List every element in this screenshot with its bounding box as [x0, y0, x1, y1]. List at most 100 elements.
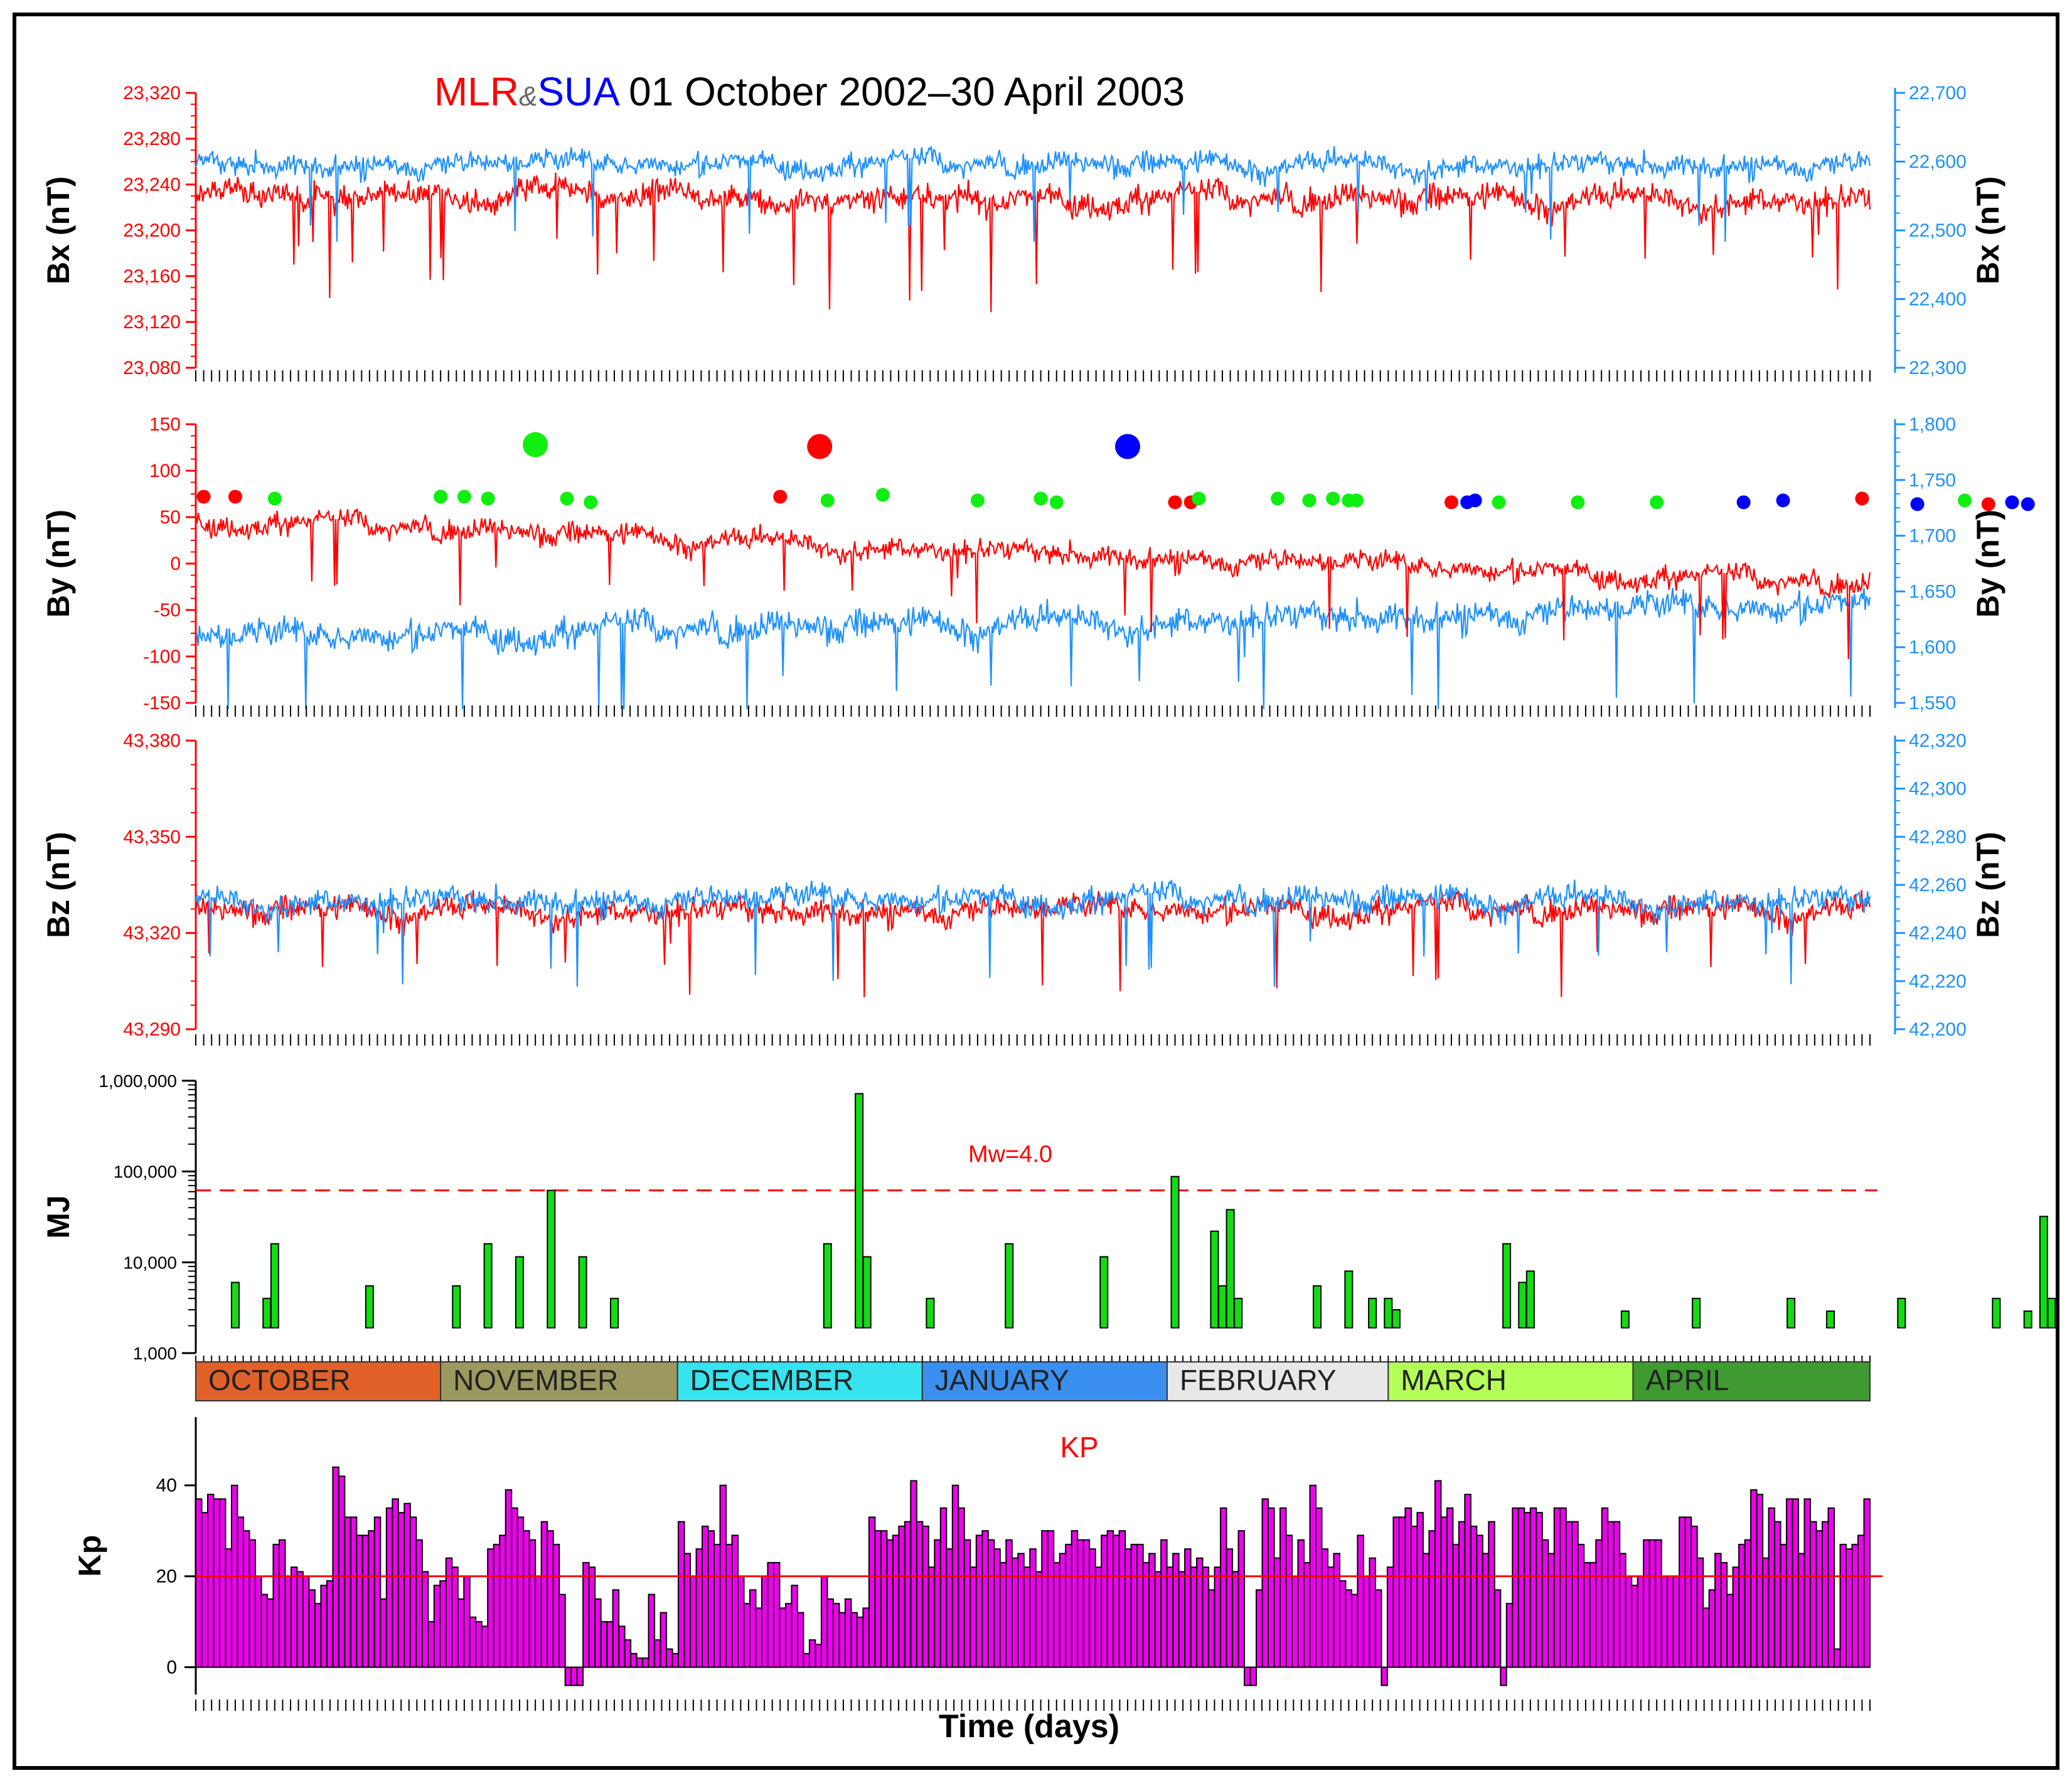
- earthquake-marker: [1776, 493, 1790, 508]
- kp-bar: [1142, 1561, 1150, 1668]
- kp-bar: [1524, 1512, 1531, 1668]
- right-tick-label: 22,400: [1909, 289, 1967, 310]
- kp-bar: [1780, 1543, 1788, 1668]
- month-label-january: JANUARY: [935, 1364, 1069, 1396]
- y-tick-label: 40: [156, 1475, 177, 1496]
- kp-bar: [1106, 1530, 1114, 1668]
- kp-bar: [213, 1498, 220, 1668]
- panel-bx: 23,320 23,280 23,240 23,200 23,160 23,120 23,0…: [41, 83, 2005, 382]
- earthquake-marker: [1115, 434, 1141, 459]
- kp-bar: [266, 1598, 274, 1668]
- energy-bar: [1525, 1270, 1535, 1329]
- kp-bar: [958, 1507, 965, 1668]
- kp-bar: [880, 1530, 888, 1668]
- kp-bar: [1357, 1534, 1364, 1668]
- energy-bar: [365, 1285, 374, 1329]
- kp-bar: [1720, 1561, 1728, 1668]
- kp-bar: [1750, 1489, 1758, 1668]
- kp-bar: [463, 1575, 471, 1668]
- kp-bar: [338, 1475, 346, 1668]
- kp-bar: [314, 1603, 322, 1668]
- kp-bar: [1160, 1539, 1168, 1668]
- earthquake-marker: [1492, 495, 1506, 510]
- kp-bar: [1655, 1539, 1662, 1668]
- earthquake-marker: [1192, 491, 1206, 506]
- ylabel-kp: Kp: [72, 1535, 107, 1577]
- kp-bar: [1005, 1539, 1013, 1668]
- kp-bar: [1774, 1521, 1781, 1668]
- kp-bar: [702, 1525, 709, 1668]
- kp-bar: [1571, 1521, 1579, 1668]
- kp-bar: [409, 1516, 417, 1668]
- energy-bar: [1099, 1256, 1109, 1329]
- month-label-december: DECEMBER: [690, 1364, 854, 1396]
- earthquake-marker: [523, 432, 548, 458]
- kp-bar: [421, 1571, 429, 1668]
- kp-bar: [558, 1593, 566, 1668]
- earthquake-marker: [1650, 495, 1664, 510]
- energy-bar: [823, 1243, 832, 1329]
- kp-bar: [564, 1666, 572, 1686]
- kp-bar: [814, 1644, 822, 1668]
- energy-bar: [2023, 1310, 2032, 1329]
- kp-bar: [981, 1530, 989, 1668]
- kp-bar: [1505, 1603, 1514, 1668]
- kp-bar: [451, 1566, 459, 1668]
- kp-bar: [439, 1580, 447, 1668]
- kp-bar: [856, 1616, 864, 1668]
- kp-bar: [1667, 1575, 1674, 1668]
- left-tick-label: 100: [149, 461, 181, 481]
- energy-bar: [1005, 1243, 1014, 1329]
- kp-bar: [1708, 1589, 1716, 1668]
- panels: 23,320 23,280 23,240 23,200 23,160 23,120 23,0…: [41, 83, 2056, 1745]
- ylabel-right: Bz (nT): [1970, 832, 2005, 938]
- kp-bar: [511, 1507, 518, 1668]
- kp-bar: [1827, 1507, 1835, 1668]
- kp-bar: [1178, 1571, 1186, 1668]
- kp-bar: [999, 1561, 1007, 1668]
- kp-bar: [1684, 1516, 1692, 1668]
- kp-bar: [1762, 1557, 1770, 1668]
- kp-bar: [939, 1507, 948, 1668]
- month-band: OCTOBER NOVEMBER DECEMBER JANUARY FEBRUARY MA…: [195, 1361, 1871, 1401]
- kp-bar: [606, 1621, 614, 1668]
- kp-bar: [1065, 1543, 1072, 1668]
- kp-bar: [695, 1548, 703, 1668]
- kp-bar: [1315, 1507, 1323, 1668]
- energy-bar: [547, 1189, 556, 1329]
- right-tick-label: 42,200: [1909, 1019, 1967, 1040]
- kp-bar: [385, 1507, 393, 1668]
- kp-bar: [654, 1639, 661, 1668]
- kp-bar: [1434, 1480, 1442, 1668]
- kp-bar: [254, 1575, 262, 1668]
- earthquake-marker: [1033, 491, 1048, 506]
- kp-bar: [1732, 1566, 1740, 1668]
- right-tick-label: 1,650: [1909, 581, 1956, 602]
- energy-bar: [1368, 1297, 1377, 1329]
- earthquake-marker: [228, 490, 242, 504]
- kp-bar: [206, 1494, 215, 1668]
- kp-bar: [1470, 1525, 1478, 1668]
- kp-bar: [594, 1598, 602, 1668]
- left-tick-label: 23,120: [123, 312, 181, 333]
- month-cell: [1387, 1361, 1634, 1401]
- kp-bar: [713, 1543, 721, 1668]
- xlabel-time: Time (days): [939, 1708, 1119, 1745]
- kp-bar: [886, 1539, 894, 1668]
- panel-by: 150 100 50 0 -50 -100 -150 1,800 1,750 1,700 1,650…: [41, 414, 2035, 717]
- kp-bar: [1702, 1607, 1710, 1668]
- kp-bar: [1458, 1521, 1466, 1668]
- left-tick-label: -100: [143, 646, 181, 667]
- energy-bar: [578, 1256, 587, 1329]
- panel-kp: 40 20 0 Kp KP Time (days): [72, 1417, 1882, 1745]
- earthquake-marker: [584, 495, 598, 510]
- kp-bar: [892, 1534, 900, 1668]
- kp-bar: [1482, 1553, 1490, 1668]
- kp-bar: [1291, 1575, 1299, 1668]
- kp-bar: [1535, 1512, 1543, 1668]
- kp-bar: [1565, 1521, 1573, 1668]
- kp-bar: [808, 1639, 816, 1668]
- panel-bz: 43,380 43,350 43,320 43,290 42,320 42,300 42,2…: [41, 731, 2005, 1046]
- left-tick-label: 150: [149, 414, 181, 435]
- earthquake-marker: [196, 490, 211, 504]
